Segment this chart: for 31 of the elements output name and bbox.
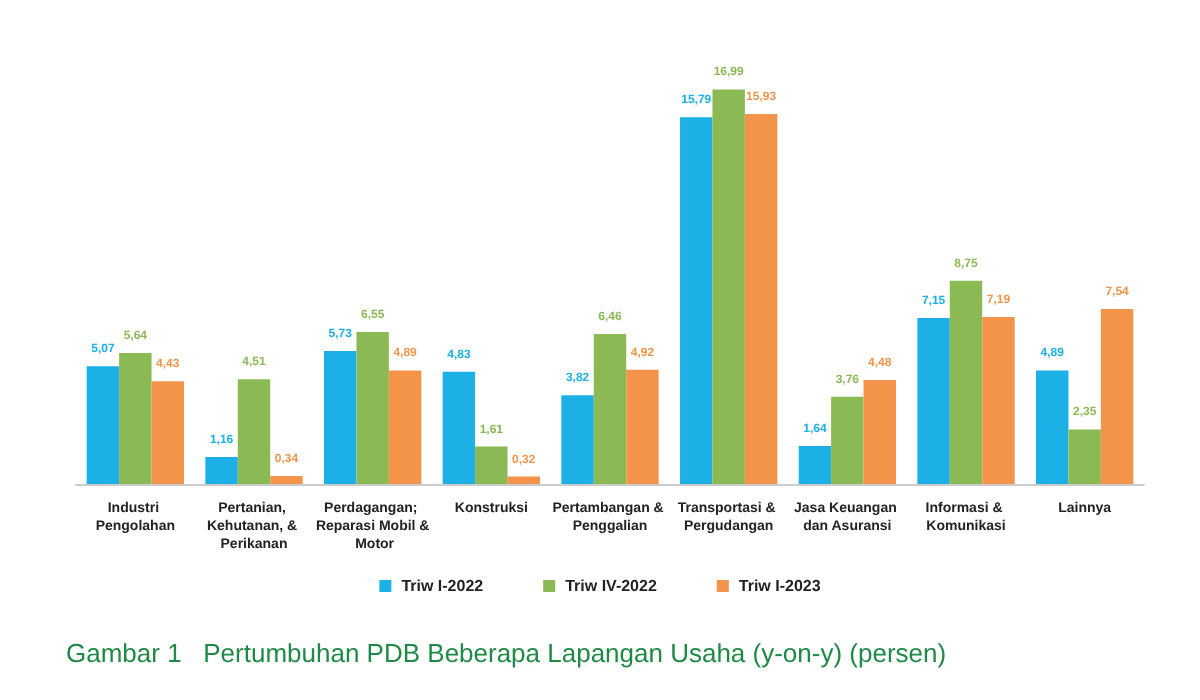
legend-label: Triw I-2022	[401, 577, 485, 595]
bar	[442, 371, 476, 484]
bar	[86, 366, 120, 484]
text: Gambar 1 Pertumbuhan PDB Beberapa Lapangan Usaha (y-on-y) (persen)	[66, 638, 947, 668]
bar	[1068, 429, 1101, 484]
bar	[475, 446, 508, 484]
bar	[119, 353, 152, 484]
bar	[798, 445, 832, 484]
legend-label: Triw IV-2022	[565, 577, 658, 595]
legend-label: Triw I-2023	[738, 577, 822, 595]
bar	[388, 370, 422, 484]
bar	[151, 381, 184, 484]
bar	[356, 331, 389, 484]
bar	[917, 317, 950, 484]
bar	[507, 476, 540, 484]
bar	[270, 476, 303, 484]
bar	[1036, 370, 1069, 484]
bar	[237, 379, 271, 484]
bar	[863, 379, 896, 484]
bar	[626, 369, 659, 484]
bar	[593, 333, 627, 484]
bar	[744, 114, 778, 484]
bar	[949, 280, 983, 484]
bar	[712, 89, 745, 484]
bar	[1100, 308, 1134, 484]
bar	[680, 117, 713, 484]
bar	[324, 350, 357, 484]
bar	[831, 396, 864, 484]
bar	[982, 317, 1015, 484]
bar	[561, 395, 594, 484]
bar	[205, 457, 238, 484]
